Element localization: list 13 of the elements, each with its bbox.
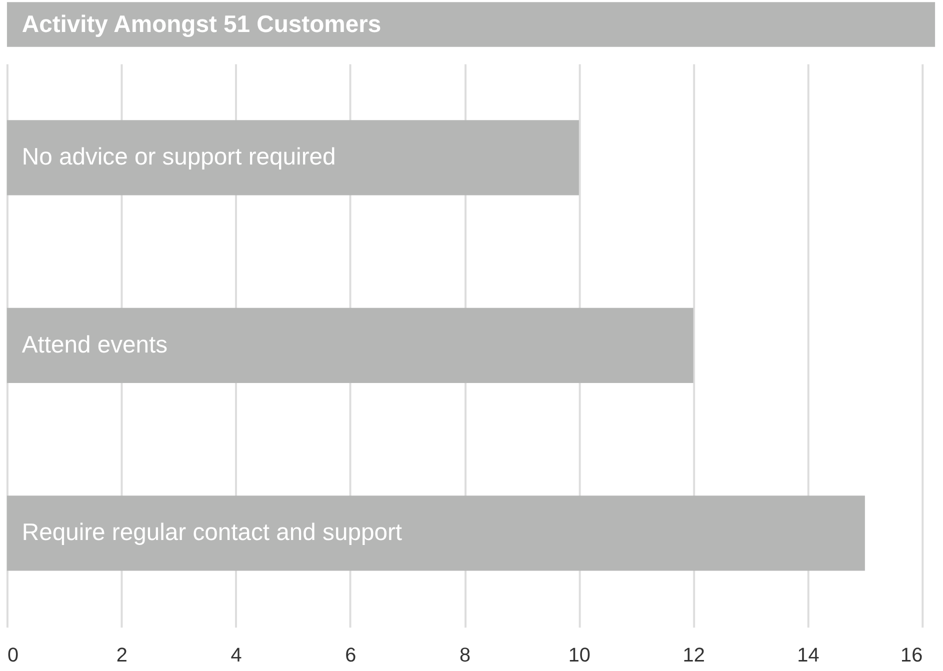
x-tick-label: 2 — [116, 644, 128, 666]
x-tick-label: 8 — [460, 644, 471, 666]
x-tick-label: 16 — [900, 644, 923, 666]
x-tick-label: 0 — [7, 644, 18, 666]
x-tick-label: 6 — [345, 644, 356, 666]
chart-title: Activity Amongst 51 Customers — [22, 10, 382, 38]
x-tick-label: 4 — [230, 644, 242, 666]
x-tick-label: 12 — [682, 644, 705, 666]
y-tick-label: Require regular contact and support — [22, 519, 402, 546]
x-tick-label: 10 — [568, 644, 590, 666]
y-tick-label: No advice or support required — [22, 144, 336, 171]
y-tick-label: Attend events — [22, 331, 168, 358]
x-tick-label: 14 — [797, 644, 820, 666]
